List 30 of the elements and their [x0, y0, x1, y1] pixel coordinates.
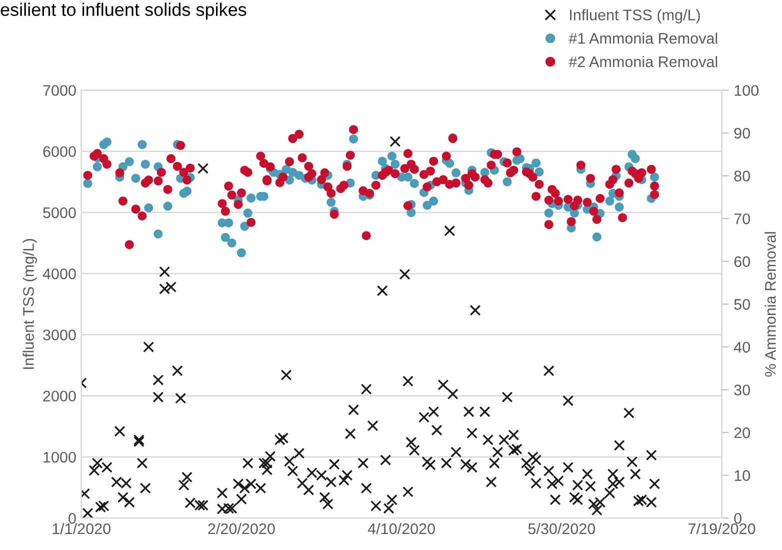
- chart-title: esilient to influent solids spikes: [0, 2, 246, 20]
- x-tick-label: 4/10/2020: [368, 522, 435, 534]
- y2-tick-label: 60: [734, 256, 750, 268]
- y-tick-label: 7000: [43, 85, 76, 96]
- y-tick-label: 4000: [42, 268, 76, 280]
- x-tick-label: 7/19/2020: [688, 522, 756, 534]
- y-axis-title: Influent TSS (mg/L): [22, 239, 37, 369]
- y2-axis-title: % Ammonia Removal: [764, 232, 776, 377]
- x-tick-label: 2/20/2020: [208, 522, 275, 534]
- y2-tick-label: 10: [734, 470, 750, 481]
- y2-tick-label: 30: [734, 384, 750, 396]
- y-tick-label: 0: [68, 512, 76, 524]
- y2-tick-label: 80: [734, 170, 750, 182]
- y2-tick-label: 100: [734, 85, 758, 96]
- legend-label: #2 Ammonia Removal: [568, 56, 718, 68]
- x-tick-label: 5/30/2020: [528, 522, 596, 534]
- y-tick-label: 1000: [44, 452, 76, 463]
- legend-label: #1 Ammonia Removal: [568, 32, 718, 44]
- x-tick-label: 1/1/2020: [52, 522, 110, 534]
- legend-label: Influent TSS (mg/L): [570, 9, 700, 24]
- y2-tick-label: 40: [734, 342, 750, 353]
- y2-tick-label: 50: [734, 299, 750, 310]
- y-tick-label: 2000: [43, 390, 76, 402]
- y2-tick-label: 70: [734, 213, 750, 224]
- y2-tick-label: 90: [734, 128, 750, 139]
- y-tick-label: 5000: [43, 207, 76, 218]
- y-tick-label: 6000: [43, 146, 76, 158]
- y2-tick-label: 20: [734, 427, 750, 438]
- y-tick-label: 3000: [43, 330, 76, 340]
- y2-tick-label: 0: [734, 512, 742, 524]
